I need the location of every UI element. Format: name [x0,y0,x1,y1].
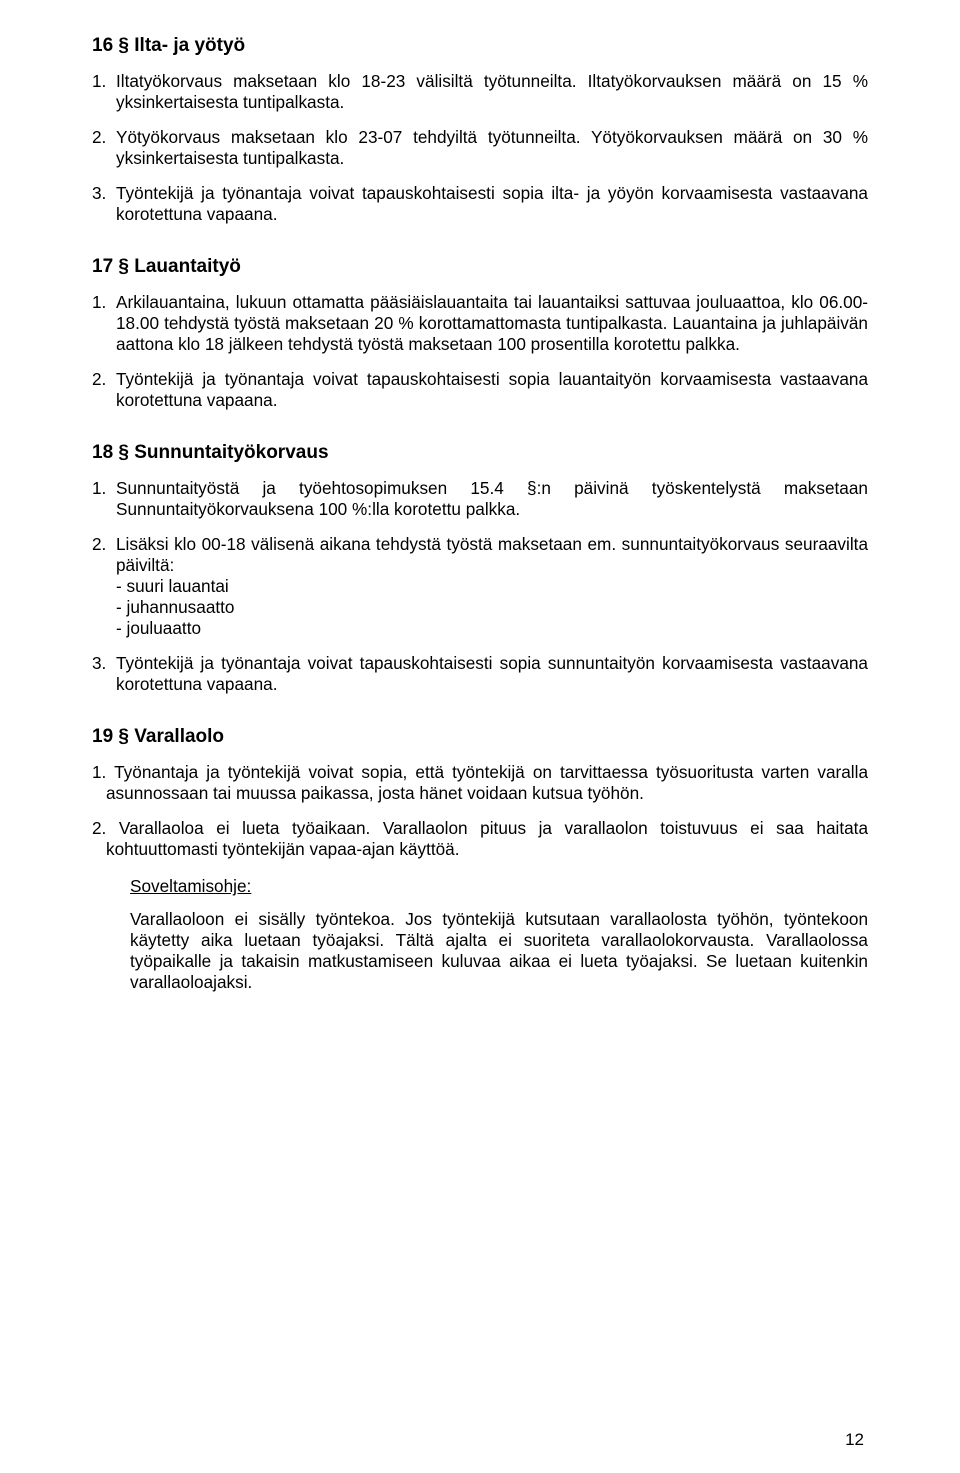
item-number: 1. [92,762,106,782]
soveltamisohje-text: Varallaoloon ei sisälly työntekoa. Jos t… [130,909,868,993]
page-number: 12 [845,1430,864,1451]
dash-item: - jouluaatto [116,618,868,639]
soveltamisohje-block: Soveltamisohje: Varallaoloon ei sisälly … [130,876,868,993]
section-17-heading: 17 § Lauantaityö [92,255,868,278]
section-16-item-1: 1. Iltatyökorvaus maksetaan klo 18-23 vä… [92,71,868,113]
section-16-item-3: 3. Työntekijä ja työnantaja voivat tapau… [92,183,868,225]
section-16-item-2: 2. Yötyökorvaus maksetaan klo 23-07 tehd… [92,127,868,169]
item-text: Varallaoloa ei lueta työaikaan. Varallao… [106,818,868,859]
item-text: Työntekijä ja työnantaja voivat tapausko… [116,653,868,695]
item-text: Sunnuntaityöstä ja työehtosopimuksen 15.… [116,478,868,520]
item-number: 2. [92,127,116,169]
item-number: 1. [92,292,116,355]
item-number: 1. [92,478,116,520]
item-text: Lisäksi klo 00-18 välisenä aikana tehdys… [116,534,868,639]
dash-item: - juhannusaatto [116,597,868,618]
section-18-item-1: 1. Sunnuntaityöstä ja työehtosopimuksen … [92,478,868,520]
item-number: 2. [92,369,116,411]
soveltamisohje-label: Soveltamisohje: [130,876,868,897]
item-text-span: Lisäksi klo 00-18 välisenä aikana tehdys… [116,534,868,575]
item-text: Iltatyökorvaus maksetaan klo 18-23 välis… [116,71,868,113]
item-number: 3. [92,653,116,695]
item-number: 1. [92,71,116,113]
section-19-item-2: 2. Varallaoloa ei lueta työaikaan. Varal… [92,818,868,860]
dash-item: - suuri lauantai [116,576,868,597]
section-17-item-1: 1. Arkilauantaina, lukuun ottamatta pääs… [92,292,868,355]
item-text: Työnantaja ja työntekijä voivat sopia, e… [106,762,868,803]
section-18-item-3: 3. Työntekijä ja työnantaja voivat tapau… [92,653,868,695]
item-number: 3. [92,183,116,225]
item-number: 2. [92,818,106,838]
item-text: Työntekijä ja työnantaja voivat tapausko… [116,369,868,411]
section-18-heading: 18 § Sunnuntaityökorvaus [92,441,868,464]
item-text: Yötyökorvaus maksetaan klo 23-07 tehdyil… [116,127,868,169]
item-text: Arkilauantaina, lukuun ottamatta pääsiäi… [116,292,868,355]
section-19-heading: 19 § Varallaolo [92,725,868,748]
item-number: 2. [92,534,116,639]
section-18-item-2: 2. Lisäksi klo 00-18 välisenä aikana teh… [92,534,868,639]
item-text: Työntekijä ja työnantaja voivat tapausko… [116,183,868,225]
section-16-heading: 16 § Ilta- ja yötyö [92,34,868,57]
dash-list: - suuri lauantai - juhannusaatto - joulu… [116,576,868,639]
section-17-item-2: 2. Työntekijä ja työnantaja voivat tapau… [92,369,868,411]
section-19-item-1: 1. Työnantaja ja työntekijä voivat sopia… [92,762,868,804]
